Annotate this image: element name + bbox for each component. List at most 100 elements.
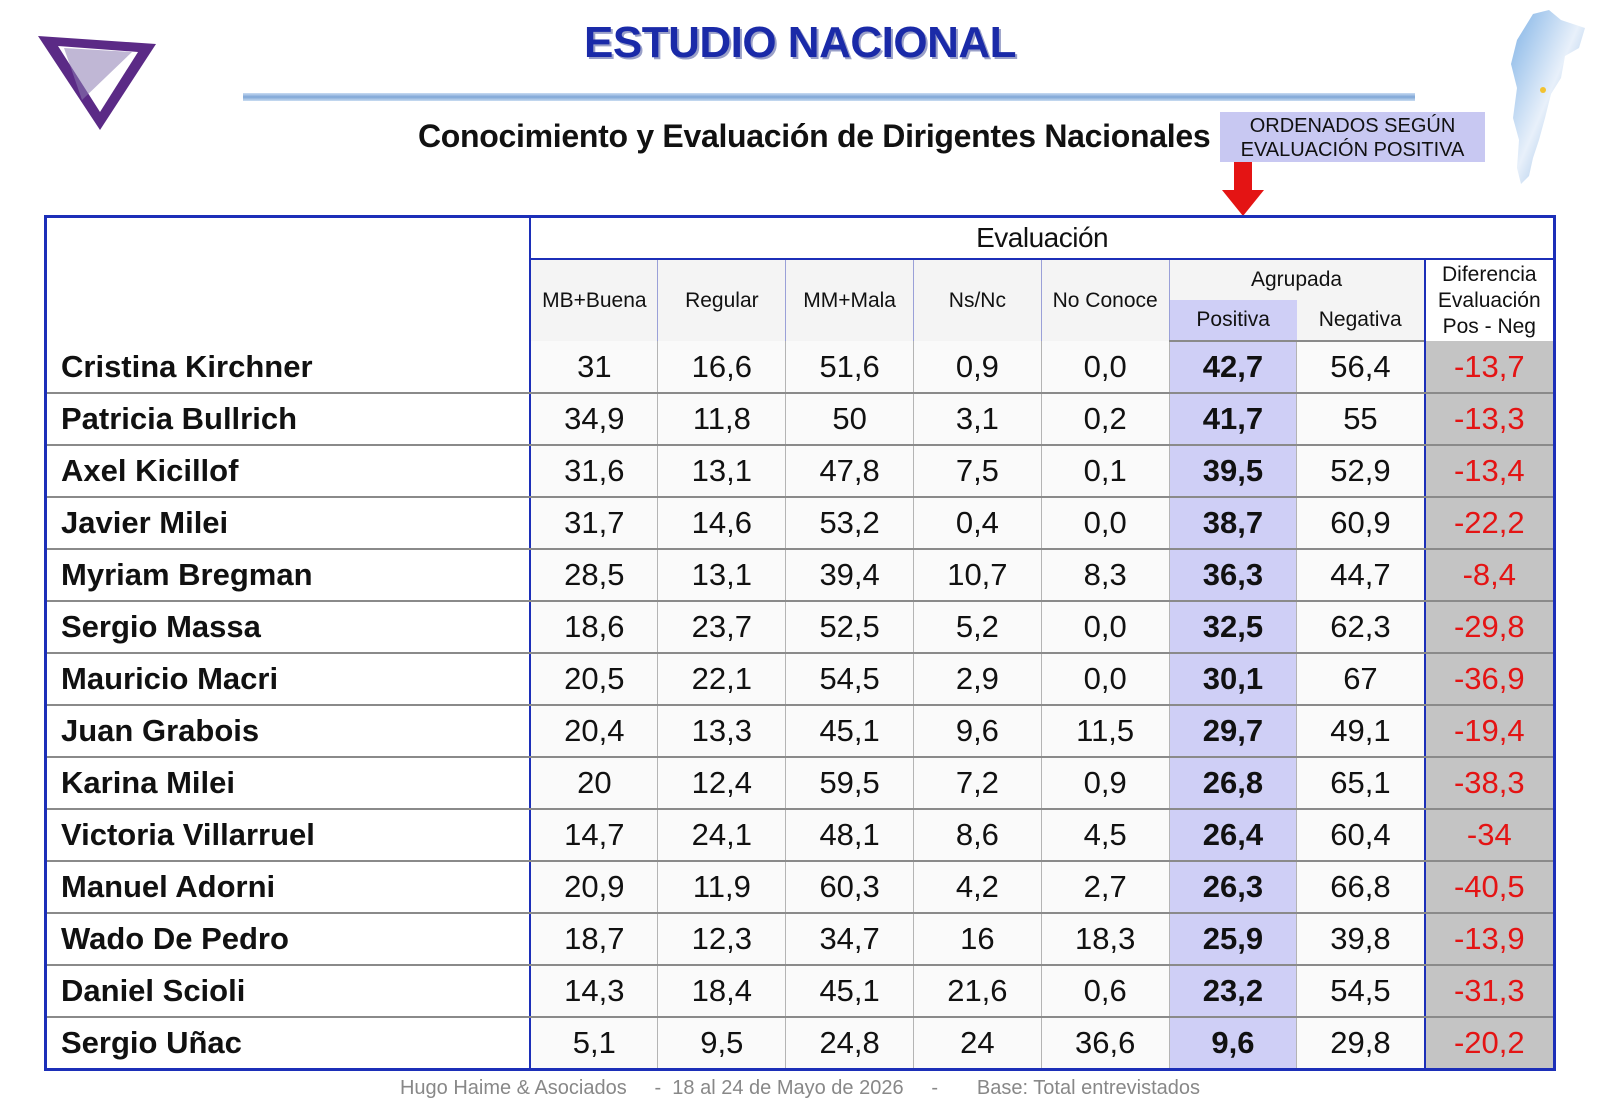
cell-mb-buena: 31,6 — [530, 445, 659, 498]
cell-positiva: 38,7 — [1169, 497, 1298, 550]
row-name: Myriam Bregman — [45, 549, 532, 602]
cell-regular: 11,9 — [657, 861, 787, 914]
cell-mb-buena: 20,9 — [530, 861, 659, 914]
cell-ns-nc: 21,6 — [913, 965, 1042, 1018]
cell-no-conoce: 8,3 — [1041, 549, 1170, 602]
col-header-negativa: Negativa — [1296, 300, 1426, 342]
table-row: Manuel Adorni 20,9 11,9 60,3 4,2 2,7 26,3 66,8-… — [45, 861, 1555, 914]
cell-regular: 13,1 — [657, 445, 787, 498]
cell-ns-nc: 0,9 — [913, 341, 1042, 394]
cell-mb-buena: 5,1 — [530, 1017, 659, 1070]
cell-diferencia: -20,2 — [1424, 1017, 1555, 1070]
table-row: Cristina Kirchner 31 16,6 51,6 0,9 0,0 42,7 56,… — [45, 341, 1555, 394]
cell-diferencia: -13,9 — [1424, 913, 1555, 966]
table-row: Axel Kicillof 31,6 13,1 47,8 7,5 0,1 39,5 52,9-… — [45, 445, 1555, 498]
cell-negativa: 54,5 — [1296, 965, 1426, 1018]
col-header-regular: Regular — [657, 259, 787, 341]
cell-no-conoce: 0,0 — [1041, 341, 1170, 394]
cell-ns-nc: 7,5 — [913, 445, 1042, 498]
cell-negativa: 44,7 — [1296, 549, 1426, 602]
cell-no-conoce: 4,5 — [1041, 809, 1170, 862]
cell-mm-mala: 47,8 — [785, 445, 914, 498]
triangle-logo-icon — [38, 36, 156, 130]
cell-no-conoce: 18,3 — [1041, 913, 1170, 966]
down-arrow-icon — [1222, 162, 1264, 216]
cell-diferencia: -13,4 — [1424, 445, 1555, 498]
cell-mm-mala: 48,1 — [785, 809, 914, 862]
row-name: Victoria Villarruel — [45, 809, 532, 862]
table-row: Daniel Scioli 14,3 18,4 45,1 21,6 0,6 23,2 54,5… — [45, 965, 1555, 1018]
cell-ns-nc: 4,2 — [913, 861, 1042, 914]
cell-mm-mala: 60,3 — [785, 861, 914, 914]
footer-source: Hugo Haime & Asociados - 18 al 24 de May… — [399, 1077, 1201, 1099]
cell-regular: 16,6 — [657, 341, 787, 394]
cell-regular: 14,6 — [657, 497, 787, 550]
cell-negativa: 62,3 — [1296, 601, 1426, 654]
cell-diferencia: -40,5 — [1424, 861, 1555, 914]
cell-no-conoce: 0,6 — [1041, 965, 1170, 1018]
cell-negativa: 29,8 — [1296, 1017, 1426, 1070]
cell-negativa: 66,8 — [1296, 861, 1426, 914]
sort-note-line-2: EVALUACIÓN POSITIVA — [1240, 139, 1465, 161]
cell-positiva: 9,6 — [1169, 1017, 1298, 1070]
table-row: Sergio Massa 18,6 23,7 52,5 5,2 0,0 32,5 62,3 -2… — [45, 601, 1555, 654]
cell-mm-mala: 34,7 — [785, 913, 914, 966]
cell-mb-buena: 20 — [530, 757, 659, 810]
cell-mb-buena: 20,4 — [530, 705, 659, 758]
cell-positiva: 42,7 — [1169, 341, 1298, 394]
cell-mb-buena: 14,3 — [530, 965, 659, 1018]
table-row: Wado De Pedro 18,7 12,3 34,7 16 18,3 25,9 39,8-… — [45, 913, 1555, 966]
cell-mm-mala: 45,1 — [785, 705, 914, 758]
row-name: Juan Grabois — [45, 705, 532, 758]
cell-no-conoce: 0,1 — [1041, 445, 1170, 498]
cell-diferencia: -31,3 — [1424, 965, 1555, 1018]
cell-ns-nc: 24 — [913, 1017, 1042, 1070]
cell-regular: 23,7 — [657, 601, 787, 654]
table-row: Juan Grabois 20,4 13,3 45,1 9,6 11,5 29,7 49,1-… — [45, 705, 1555, 758]
cell-diferencia: -38,3 — [1424, 757, 1555, 810]
page-subtitle: Conocimiento y Evaluación de Dirigentes … — [418, 118, 1211, 154]
cell-mb-buena: 20,5 — [530, 653, 659, 706]
row-name: Cristina Kirchner — [45, 341, 532, 394]
table-row: Karina Milei 20 12,4 59,5 7,2 0,9 26,8 65,1 -38,… — [45, 757, 1555, 810]
cell-negativa: 56,4 — [1296, 341, 1426, 394]
cell-positiva: 26,4 — [1169, 809, 1298, 862]
cell-no-conoce: 0,0 — [1041, 497, 1170, 550]
cell-mm-mala: 45,1 — [785, 965, 914, 1018]
row-name: Wado De Pedro — [45, 913, 532, 966]
row-name: Patricia Bullrich — [45, 393, 532, 446]
cell-positiva: 41,7 — [1169, 393, 1298, 446]
cell-ns-nc: 9,6 — [913, 705, 1042, 758]
row-name: Sergio Massa — [45, 601, 532, 654]
cell-regular: 18,4 — [657, 965, 787, 1018]
col-header-ns-nc: Ns/Nc — [913, 259, 1042, 341]
cell-mb-buena: 34,9 — [530, 393, 659, 446]
cell-regular: 9,5 — [657, 1017, 787, 1070]
cell-negativa: 60,4 — [1296, 809, 1426, 862]
cell-diferencia: -34 — [1424, 809, 1555, 862]
cell-positiva: 23,2 — [1169, 965, 1298, 1018]
cell-mm-mala: 24,8 — [785, 1017, 914, 1070]
cell-no-conoce: 11,5 — [1041, 705, 1170, 758]
cell-ns-nc: 0,4 — [913, 497, 1042, 550]
table-row: Victoria Villarruel 14,7 24,1 48,1 8,6 4,5 26,… — [45, 809, 1555, 862]
row-name: Mauricio Macri — [45, 653, 532, 706]
cell-regular: 22,1 — [657, 653, 787, 706]
cell-diferencia: -13,7 — [1424, 341, 1555, 394]
cell-ns-nc: 16 — [913, 913, 1042, 966]
col-header-mm-mala: MM+Mala — [785, 259, 914, 341]
agrupada-header: Agrupada — [1169, 259, 1425, 300]
table-row: Mauricio Macri 20,5 22,1 54,5 2,9 0,0 30,1 67 -3… — [45, 653, 1555, 706]
evaluation-header: Evaluación — [530, 216, 1555, 260]
cell-positiva: 26,3 — [1169, 861, 1298, 914]
cell-diferencia: -8,4 — [1424, 549, 1555, 602]
col-header-positiva: Positiva — [1169, 300, 1297, 342]
cell-diferencia: -22,2 — [1424, 497, 1555, 550]
cell-negativa: 67 — [1296, 653, 1426, 706]
cell-positiva: 36,3 — [1169, 549, 1298, 602]
cell-regular: 13,3 — [657, 705, 787, 758]
cell-mb-buena: 14,7 — [530, 809, 659, 862]
col-header-no-conoce: No Conoce — [1041, 259, 1170, 341]
cell-no-conoce: 0,0 — [1041, 653, 1170, 706]
sort-note-line-1: ORDENADOS SEGÚN — [1249, 115, 1456, 137]
